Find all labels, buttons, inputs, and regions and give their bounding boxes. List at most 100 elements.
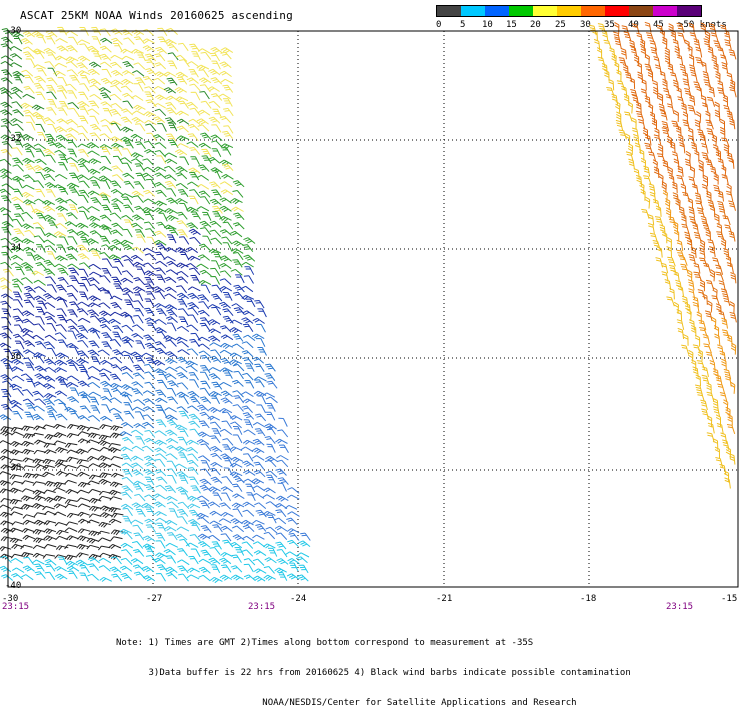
wind-barb xyxy=(179,538,190,547)
wind-barb xyxy=(46,139,58,148)
wind-barb xyxy=(235,274,245,284)
wind-barb xyxy=(211,428,222,437)
wind-barb xyxy=(718,208,727,219)
wind-barb xyxy=(111,198,124,205)
wind-barb xyxy=(23,357,34,366)
wind-barb xyxy=(704,30,711,43)
wind-barb xyxy=(176,341,189,348)
wind-barb xyxy=(90,405,101,414)
wind-barb xyxy=(98,434,112,441)
wind-barb xyxy=(34,50,45,59)
wind-barb xyxy=(229,319,243,325)
wind-barb xyxy=(111,142,124,149)
wind-barb xyxy=(188,228,201,236)
wind-barb xyxy=(209,547,221,555)
wind-barb xyxy=(187,405,200,412)
wind-barb xyxy=(87,309,100,317)
wind-barb xyxy=(123,410,135,419)
wind-barb xyxy=(142,421,155,429)
wind-barb xyxy=(633,168,640,180)
wind-map xyxy=(0,21,739,588)
wind-barb xyxy=(77,143,91,149)
wind-barb xyxy=(77,158,91,165)
wind-barb xyxy=(134,355,145,364)
wind-barb xyxy=(166,316,178,323)
wind-barb xyxy=(11,573,24,580)
wind-barb xyxy=(672,79,680,91)
wind-barb xyxy=(210,576,223,584)
wind-barb xyxy=(23,246,36,253)
wind-barb xyxy=(165,107,177,116)
wind-barb xyxy=(174,424,188,430)
wind-barb xyxy=(87,277,100,285)
wind-barb xyxy=(86,537,100,544)
wind-barb xyxy=(89,315,102,323)
wind-barb xyxy=(597,23,606,34)
wind-barb xyxy=(166,260,179,268)
wind-barb xyxy=(99,552,112,558)
wind-barb xyxy=(36,67,47,77)
wind-barb xyxy=(20,495,34,502)
wind-barb xyxy=(695,46,703,58)
wind-barb xyxy=(656,153,666,163)
wind-barb xyxy=(277,477,289,485)
wind-barb xyxy=(189,147,200,155)
wind-barb xyxy=(23,51,35,60)
wind-barb xyxy=(98,175,111,182)
wind-barb xyxy=(145,555,157,563)
wind-barb xyxy=(189,396,201,405)
wind-barb xyxy=(21,488,35,493)
wind-barb xyxy=(143,166,156,173)
wind-barb xyxy=(199,396,212,404)
scale-swatch-9 xyxy=(653,6,677,16)
wind-barb xyxy=(707,199,715,211)
wind-barb xyxy=(102,388,113,398)
wind-barb xyxy=(640,157,646,170)
wind-barb xyxy=(672,181,678,194)
wind-barb xyxy=(614,22,620,34)
wind-barb xyxy=(76,459,89,465)
wind-barb xyxy=(0,430,13,437)
wind-barb xyxy=(146,132,157,141)
wind-barb xyxy=(109,566,122,573)
wind-barb xyxy=(20,102,33,109)
wind-barb xyxy=(55,447,68,454)
wind-barb xyxy=(55,197,68,204)
wind-barb xyxy=(65,521,79,527)
wind-barb xyxy=(22,93,35,99)
wind-barb xyxy=(112,331,122,341)
wind-barb xyxy=(688,22,695,35)
wind-barb xyxy=(641,78,647,91)
wind-barb xyxy=(98,302,111,309)
wind-barb xyxy=(54,126,68,133)
wind-barb xyxy=(11,245,25,253)
wind-barb xyxy=(229,446,243,452)
wind-barb xyxy=(110,472,124,478)
wind-barb xyxy=(66,359,79,366)
wind-barb xyxy=(0,237,13,245)
wind-barb xyxy=(13,291,23,301)
wind-barb xyxy=(154,439,167,446)
wind-barb xyxy=(154,251,166,260)
wind-barb xyxy=(77,100,90,108)
wind-barb xyxy=(144,317,157,324)
wind-barb xyxy=(176,526,190,532)
wind-barb xyxy=(699,133,707,145)
wind-barb xyxy=(33,323,45,332)
wind-barb xyxy=(131,158,144,165)
wind-barb xyxy=(76,230,90,237)
wind-barb xyxy=(691,359,697,372)
wind-barb xyxy=(31,111,44,119)
wind-barb xyxy=(89,505,102,512)
wind-barb xyxy=(702,71,710,82)
wind-barb xyxy=(677,134,684,146)
wind-barb xyxy=(67,309,78,318)
wind-barb xyxy=(220,342,234,350)
wind-barb xyxy=(32,495,46,502)
wind-barb xyxy=(145,123,157,132)
wind-barb xyxy=(210,134,223,141)
wind-barb xyxy=(200,365,211,374)
wind-barb xyxy=(187,567,200,573)
wind-barb xyxy=(55,352,69,359)
wind-barb xyxy=(164,485,176,494)
